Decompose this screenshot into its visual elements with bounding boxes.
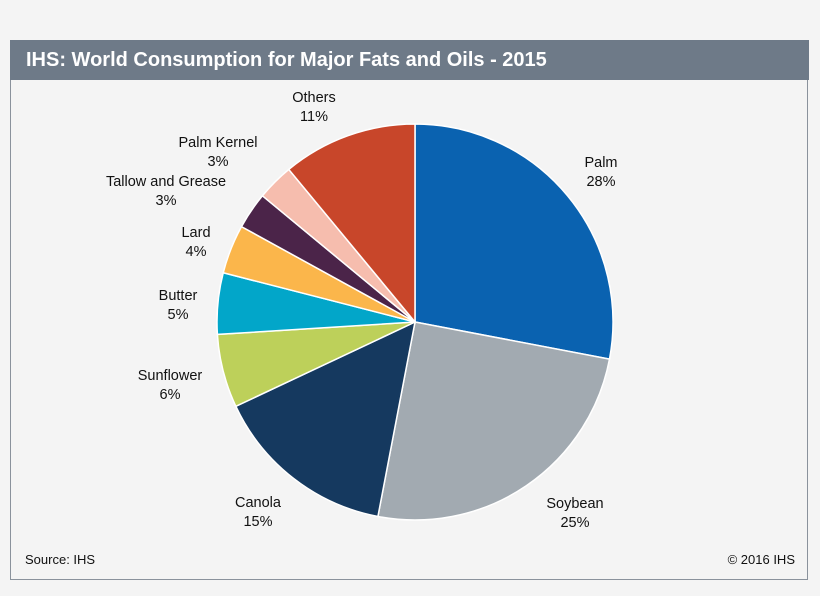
slice-name-label: Palm: [584, 155, 617, 171]
pie-slice-canola: [234, 320, 417, 518]
slice-value-label: 15%: [243, 514, 272, 530]
slice-name-label: Others: [292, 90, 336, 106]
chart-title: IHS: World Consumption for Major Fats an…: [26, 49, 547, 71]
slice-value-label: 25%: [560, 515, 589, 531]
slice-name-label: Sunflower: [138, 368, 203, 384]
slice-value-label: 11%: [300, 109, 328, 125]
slice-value-label: 5%: [168, 307, 189, 323]
slice-name-label: Butter: [159, 288, 198, 304]
slice-name-label: Palm Kernel: [179, 135, 258, 151]
slice-value-label: 4%: [186, 244, 207, 260]
pie-slice-others: [287, 123, 416, 325]
slice-name-label: Tallow and Grease: [106, 174, 226, 190]
slice-value-label: 3%: [156, 193, 177, 209]
slice-value-label: 28%: [586, 174, 615, 190]
copyright-note: © 2016 IHS: [727, 552, 795, 567]
title-bar: IHS: World Consumption for Major Fats an…: [10, 40, 809, 80]
pie-slice-palm: [414, 123, 614, 360]
pie-slice-soybean: [377, 321, 611, 521]
slice-name-label: Canola: [235, 495, 282, 511]
slice-value-label: 3%: [208, 154, 229, 170]
slice-name-label: Lard: [181, 225, 210, 241]
source-note: Source: IHS: [25, 552, 96, 567]
slice-name-label: Soybean: [546, 496, 603, 512]
slice-value-label: 6%: [160, 387, 181, 403]
